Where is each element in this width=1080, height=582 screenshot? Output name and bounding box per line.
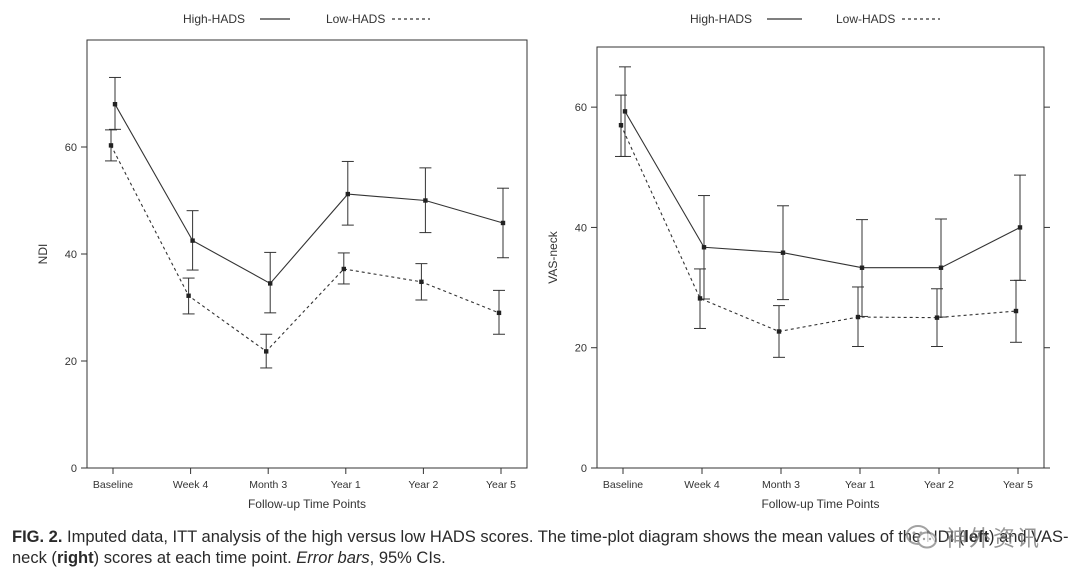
x-tick-label: Year 5 [486,479,516,491]
caption-left: left [964,528,989,546]
y-tick-label: 40 [575,222,587,234]
x-tick-label: Year 1 [845,479,875,491]
series-high-hads [619,66,1026,318]
data-point-low-hads [934,315,940,320]
legend-label-high-hads: High-HADS [183,12,245,26]
chart-panel-right: 0 20 40 60 Baseline Week 4 Month 3 Year 1 Year 2… [546,12,1050,511]
data-point-high-hads [423,198,428,203]
caption-text-3: ) scores at each time point. [93,549,297,567]
caption-right: right [56,549,94,567]
y-tick-label: 20 [575,343,587,355]
legend-label-low-hads: Low-HADS [326,12,385,26]
x-tick-label: Year 2 [924,479,954,491]
data-point-high-hads [859,265,865,270]
y-tick-label: 0 [581,463,587,475]
data-point-low-hads [776,329,782,334]
plot-frame [86,39,528,469]
caption-fig-label: FIG. 2. [12,528,63,546]
data-point-high-hads [190,238,195,243]
watermark-text: 神外资讯 [945,527,1042,552]
series-line-high-hads [624,111,1021,269]
caption-text-2: ) and VAS-neck ( [12,528,1069,567]
series-line-high-hads [114,103,504,285]
data-point-low-hads [419,279,424,285]
data-point-high-hads [500,220,506,226]
y-tick-label: 40 [65,249,77,261]
series-high-hads [109,76,509,314]
caption-text-1: Imputed data, ITT analysis of the high v… [62,528,965,546]
x-tick-label: Week 4 [684,479,720,491]
x-tick-label: Year 2 [408,479,438,491]
data-point-high-hads [1017,225,1023,230]
y-tick-label: 0 [71,463,77,475]
legend-label-high-hads: High-HADS [690,12,752,26]
caption-error-bars: Error bars [296,549,370,567]
series-low-hads [105,129,505,369]
series-line-low-hads [620,124,1017,333]
data-point-high-hads [938,265,944,270]
figure-caption: FIG. 2. Imputed data, ITT analysis of th… [12,527,1072,569]
data-point-high-hads [268,281,273,286]
watermark: 神外资讯 [905,519,1075,555]
x-tick-label: Week 4 [173,479,209,491]
x-tick-label: Year 1 [331,479,361,491]
data-point-low-hads [855,314,861,320]
x-axis-label: Follow-up Time Points [761,497,879,511]
data-point-low-hads [618,122,624,128]
plot-frame [596,46,1045,469]
series-low-hads [615,94,1022,358]
x-tick-label: Baseline [93,479,133,491]
caption-text-4: , 95% CIs. [369,549,446,567]
y-axis-label: VAS-neck [546,230,560,283]
x-tick-label: Month 3 [249,479,287,491]
series-line-low-hads [110,145,500,353]
x-tick-label: Baseline [603,479,643,491]
x-tick-label: Month 3 [762,479,800,491]
data-point-low-hads [108,143,114,148]
data-point-low-hads [496,310,502,316]
data-point-high-hads [780,250,786,255]
data-point-low-hads [1013,308,1019,314]
y-tick-label: 60 [575,102,587,114]
y-tick-label: 20 [65,356,77,368]
data-point-high-hads [345,191,350,197]
chart-panel-left: 0 20 40 60 Baseline Week 4 Month 3 Year 1 Year 2… [36,12,528,511]
data-point-low-hads [697,296,703,301]
data-point-high-hads [701,245,707,250]
data-point-low-hads [341,266,346,272]
legend-label-low-hads: Low-HADS [836,12,895,26]
data-point-high-hads [112,102,118,107]
data-point-low-hads [186,293,191,298]
wechat-icon [906,525,937,549]
x-tick-label: Year 5 [1003,479,1033,491]
data-point-low-hads [264,349,269,354]
x-axis-label: Follow-up Time Points [248,497,366,511]
y-axis-label: NDI [36,244,50,265]
charts-canvas: 0 20 40 60 Baseline Week 4 Month 3 Year 1 Year 2… [36,12,1050,511]
data-point-high-hads [622,109,628,114]
y-tick-label: 60 [65,142,77,154]
